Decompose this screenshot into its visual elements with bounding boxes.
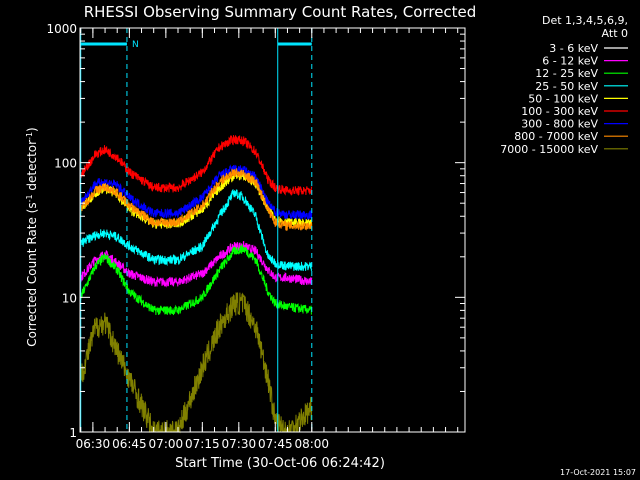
legend-entry-4: 25 - 50 keV xyxy=(535,80,598,93)
series-layer xyxy=(79,135,313,434)
x-tick-label-5: 07:30 xyxy=(222,437,257,451)
series-line-8 xyxy=(79,168,313,232)
x-tick-label-6: 07:45 xyxy=(258,437,293,451)
series-line-1 xyxy=(79,255,313,380)
x-tick-label-1: 06:30 xyxy=(76,437,111,451)
legend-entry-3: 12 - 25 keV xyxy=(535,67,598,80)
legend-entry-1: 3 - 6 keV xyxy=(549,42,598,55)
plot-frame xyxy=(79,27,466,433)
x-axis: 06:30 06:45 07:00 07:15 07:30 07:45 08:00 xyxy=(76,28,459,451)
y-tick-label-4: 1000 xyxy=(46,22,77,36)
series-line-7 xyxy=(79,164,313,221)
series-line-6 xyxy=(79,135,313,196)
legend-entry-7: 300 - 800 keV xyxy=(521,118,598,131)
legend-header-line-2: Att 0 xyxy=(602,27,628,40)
legend-entry-6: 100 - 300 keV xyxy=(521,105,598,118)
series-line-3 xyxy=(79,244,313,316)
y-axis-label: Corrected Count Rate (s-1 detector-1) xyxy=(25,127,40,346)
legend-entry-8: 800 - 7000 keV xyxy=(514,130,598,143)
x-tick-label-2: 06:45 xyxy=(112,437,147,451)
series-line-4 xyxy=(79,188,313,271)
x-tick-label-7: 08:00 xyxy=(294,437,329,451)
timestamp: 17-Oct-2021 15:07 xyxy=(560,468,636,477)
x-axis-label: Start Time (30-Oct-06 06:24:42) xyxy=(175,456,385,471)
markers-layer: N xyxy=(80,28,313,432)
y-tick-label-2: 10 xyxy=(62,291,77,305)
legend-entry-9: 7000 - 15000 keV xyxy=(500,143,598,156)
x-tick-label-4: 07:15 xyxy=(185,437,220,451)
axes-box xyxy=(79,27,466,433)
y-tick-label-1: 1 xyxy=(69,426,77,440)
x-tick-label-3: 07:00 xyxy=(149,437,184,451)
plot-area: N 1 10 100 1000 06:30 06:45 07:00 07:15 07:30 07… xyxy=(46,22,466,451)
series-line-9 xyxy=(79,292,313,434)
legend-entry-5: 50 - 100 keV xyxy=(528,92,598,105)
y-axis: 1 10 100 1000 xyxy=(46,22,465,440)
y-tick-label-3: 100 xyxy=(54,157,77,171)
observing-bar-label-1: N xyxy=(132,40,139,50)
legend-header-line-1: Det 1,3,4,5,6,9, xyxy=(542,14,628,27)
chart-title: RHESSI Observing Summary Count Rates, Co… xyxy=(84,3,477,21)
legend-entry-2: 6 - 12 keV xyxy=(542,55,598,68)
series-line-2 xyxy=(79,240,313,288)
